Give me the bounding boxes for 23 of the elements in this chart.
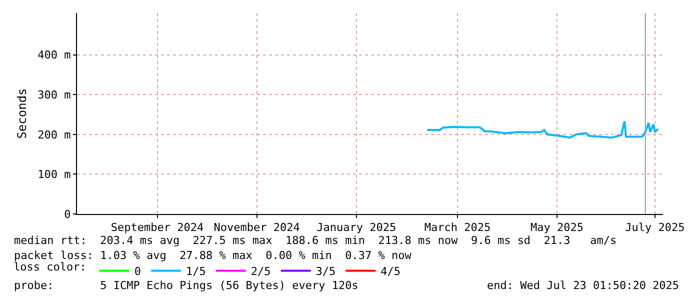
legend-label: 0 bbox=[134, 265, 142, 278]
text: packet loss: 1.03 % avg 27.88 % max 0.00 % min 0.37 % now bbox=[14, 249, 412, 262]
legend-label: 1/5 bbox=[186, 265, 206, 278]
y-tick-label: 0 bbox=[64, 208, 71, 221]
legend-label: 2/5 bbox=[250, 265, 271, 278]
y-tick-label: 400 m bbox=[38, 48, 72, 62]
text: end: Wed Jul 23 01:50:20 2025 bbox=[487, 279, 680, 292]
y-tick-label: 300 m bbox=[38, 88, 72, 102]
y-axis-title: Seconds bbox=[14, 88, 29, 139]
y-tick-label: 100 m bbox=[38, 168, 72, 182]
y-tick-label: 200 m bbox=[38, 128, 72, 142]
x-tick-label: November 2024 bbox=[214, 221, 300, 234]
text: median rtt: 203.4 ms avg 227.5 ms max 188.6 ms min 213.8 ms now 9.6 ms sd 21.3 am/s bbox=[14, 234, 617, 247]
x-tick-label: July 2025 bbox=[625, 221, 685, 234]
legend-label: 3/5 bbox=[316, 265, 336, 278]
legend-title: loss color: bbox=[14, 260, 86, 274]
x-tick-label: September 2024 bbox=[110, 221, 204, 234]
text: probe: 5 ICMP Echo Pings (56 Bytes) every 120s bbox=[14, 279, 358, 292]
x-tick-label: March 2025 bbox=[424, 221, 491, 234]
x-tick-label: January 2025 bbox=[316, 221, 396, 234]
line-series bbox=[426, 120, 660, 139]
x-tick-label: May 2025 bbox=[530, 221, 584, 234]
legend-label: 4/5 bbox=[380, 265, 401, 278]
